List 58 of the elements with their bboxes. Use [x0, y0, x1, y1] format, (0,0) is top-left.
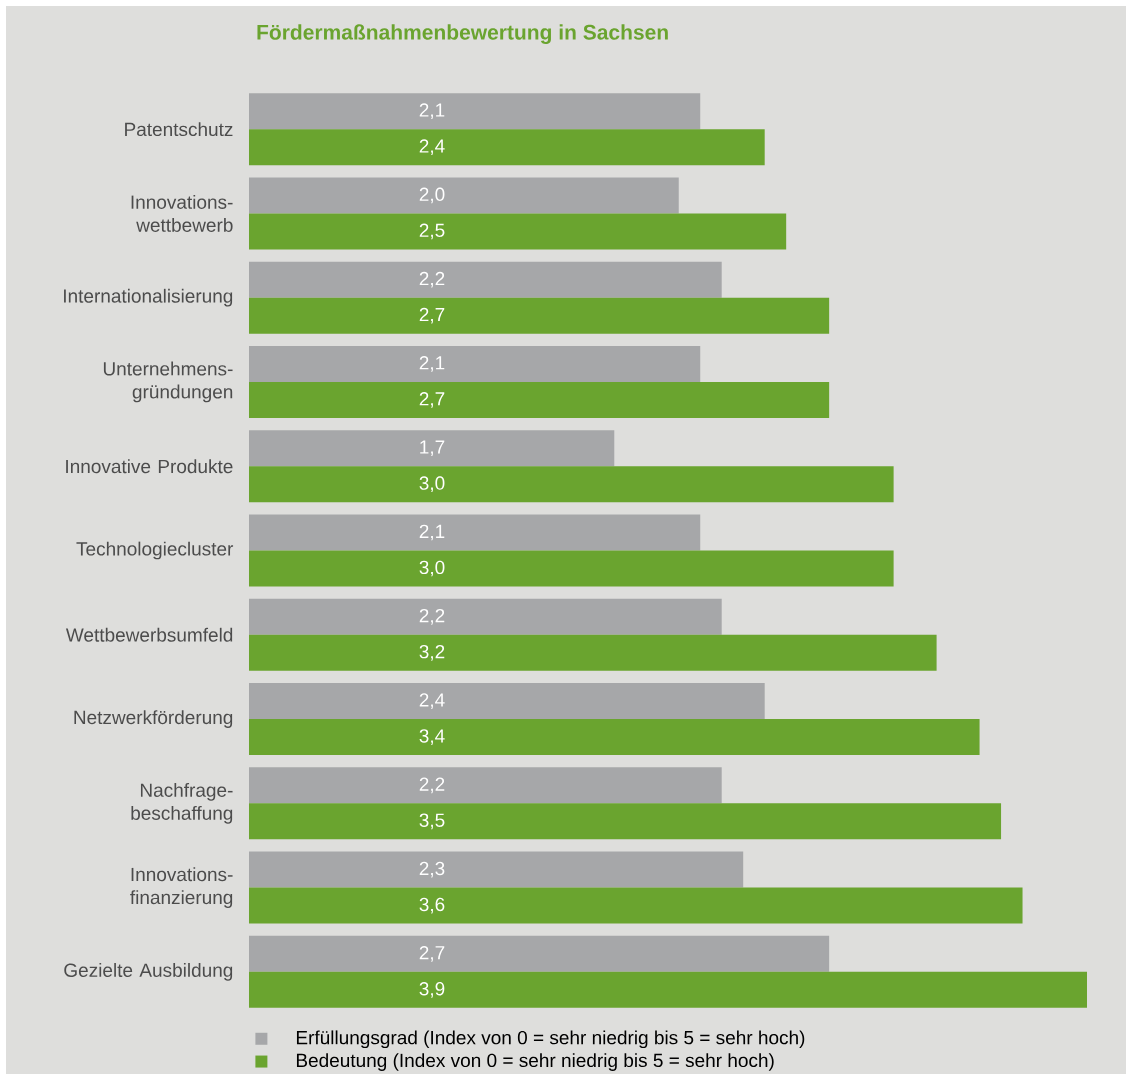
bar	[249, 261, 722, 298]
data-label: 2,1	[419, 103, 445, 119]
bar	[249, 129, 765, 166]
data-label: 3,4	[419, 729, 445, 745]
data-label: 2,0	[419, 187, 445, 204]
bar	[249, 466, 894, 503]
y-tick-label: Technologiecluster	[76, 541, 234, 560]
bar	[249, 887, 1023, 924]
data-label: 2,7	[419, 946, 445, 962]
data-label: 2,5	[419, 223, 445, 240]
bar	[249, 803, 1002, 840]
bar	[249, 430, 615, 467]
data-label: 1,7	[420, 440, 445, 456]
bar	[249, 767, 722, 804]
y-tick-label: Gezielte Ausbildung	[64, 963, 233, 981]
bar	[249, 851, 744, 888]
data-label: 2,2	[419, 271, 445, 288]
legend-label: Erfüllungsgrad (Index von 0 = sehr niedrig bis 5 = sehr hoch)	[296, 1030, 805, 1049]
bar	[249, 971, 1087, 1008]
bar	[249, 598, 722, 635]
bar	[249, 719, 980, 756]
y-tick-label: Innovations-finanzierung	[130, 867, 233, 908]
bar	[249, 683, 765, 720]
bar	[249, 345, 701, 382]
data-label: 2,3	[419, 861, 445, 878]
y-tick-label: Nachfrage-beschaffung	[131, 782, 233, 824]
y-tick-label: Netzwerkförderung	[74, 710, 233, 728]
data-label: 3,5	[419, 813, 445, 830]
data-label: 3,9	[419, 982, 445, 998]
bar	[249, 93, 701, 130]
y-tick-label: Unternehmens-gründungen	[103, 361, 233, 403]
data-label: 2,2	[419, 777, 445, 794]
data-label: 3,6	[419, 897, 445, 914]
bar	[249, 177, 679, 214]
y-tick-label: Innovations-wettbewerb	[131, 194, 233, 232]
chart-title: Fördermaßnahmenbewertung in Sachsen	[257, 24, 668, 44]
bar	[249, 550, 894, 587]
y-tick-label: Patentschutz	[125, 122, 233, 137]
bar	[249, 213, 787, 250]
y-tick-label: Internationalisierung	[64, 288, 233, 307]
legend-label: Bedeutung (Index von 0 = sehr niedrig bis 5 = sehr hoch)	[296, 1053, 774, 1071]
data-label: 2,7	[419, 307, 445, 324]
data-label: 2,4	[419, 693, 445, 709]
data-label: 3,0	[419, 476, 445, 493]
bar	[249, 935, 830, 972]
y-tick-label: Wettbewerbsumfeld	[65, 627, 233, 642]
data-label: 2,7	[419, 392, 445, 408]
bar	[249, 381, 830, 418]
data-label: 3,2	[419, 644, 445, 661]
data-label: 2,1	[419, 524, 445, 541]
bar	[249, 634, 937, 671]
data-label: 2,2	[419, 608, 445, 625]
bar	[249, 514, 701, 551]
data-label: 2,4	[419, 139, 445, 155]
data-label: 2,1	[419, 356, 445, 372]
y-tick-label: Innovative Produkte	[66, 459, 233, 474]
data-label: 3,0	[419, 560, 445, 577]
bar	[249, 297, 830, 334]
